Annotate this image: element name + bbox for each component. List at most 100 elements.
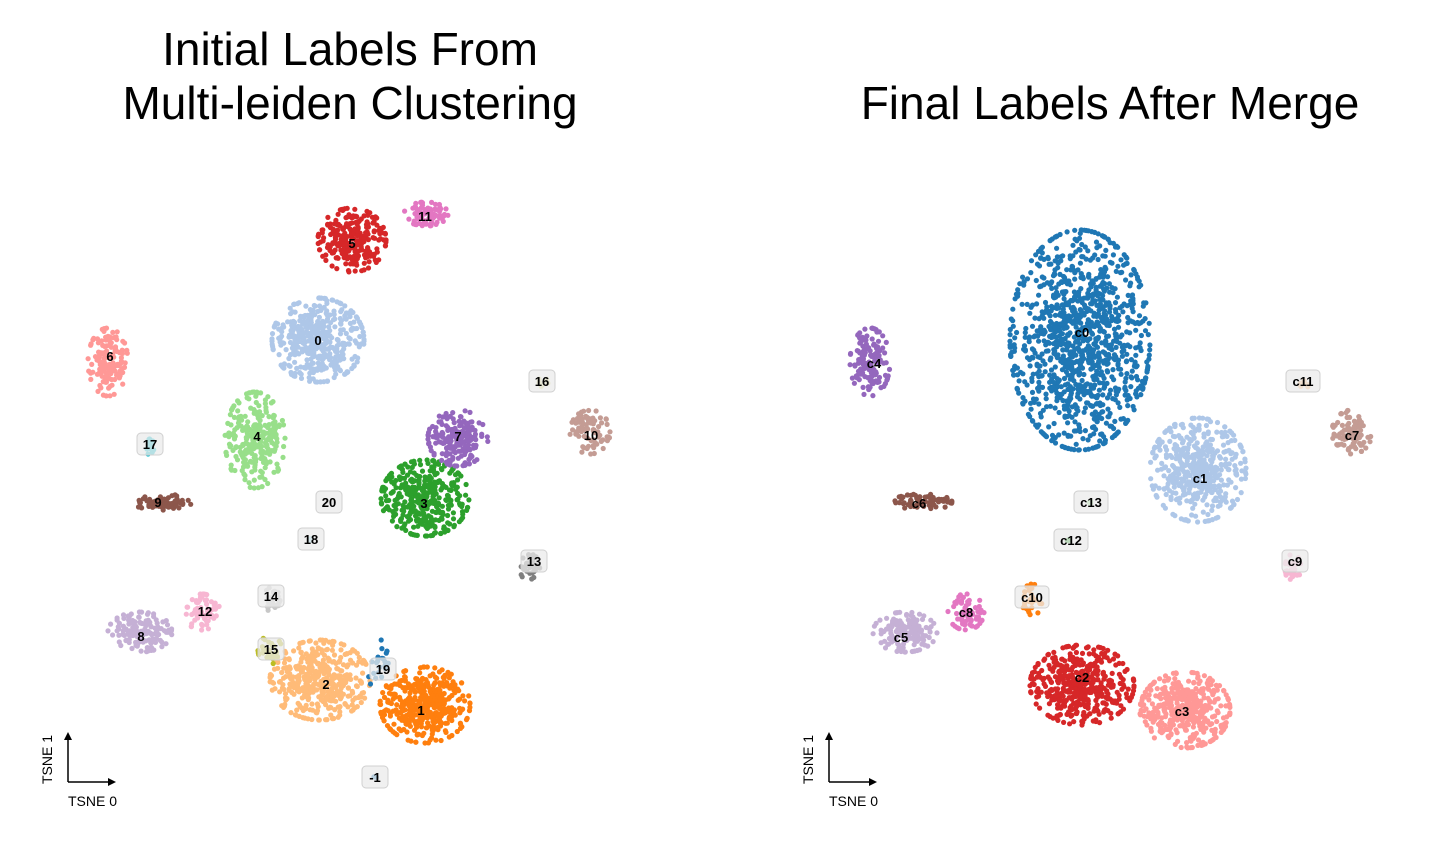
cluster-c0-point [1128, 272, 1134, 278]
cluster-c1-point [1154, 494, 1160, 500]
cluster-c0-point [1071, 378, 1077, 384]
cluster-9-point [165, 504, 172, 510]
cluster-c0-point [1056, 432, 1062, 438]
cluster-4-point [263, 409, 269, 415]
cluster-c0-point [1113, 268, 1119, 274]
cluster-c0-point [1020, 371, 1026, 377]
cluster-c0-point [1095, 231, 1101, 237]
cluster-0-points [269, 295, 367, 385]
cluster-11-point [435, 207, 441, 213]
cluster-c1-point [1218, 477, 1224, 483]
cluster-4-point [256, 403, 262, 409]
cluster-c0-point [1144, 369, 1150, 375]
cluster-3-point [396, 464, 402, 470]
cluster-5-point [346, 212, 352, 218]
cluster-3-point [458, 517, 464, 523]
cluster-5-point [367, 210, 373, 216]
cluster-c0-point [1045, 339, 1051, 345]
cluster-c0-point [1082, 244, 1088, 250]
cluster-8-point [123, 637, 129, 643]
cluster-0-point [292, 337, 298, 343]
cluster-c0-point [1100, 409, 1106, 415]
left-title-line-1: Initial Labels From [162, 23, 538, 75]
cluster-2-point [326, 658, 332, 664]
cluster-c0-point [1110, 367, 1116, 373]
cluster-c0-point [1086, 346, 1092, 352]
cluster-c0-point [1059, 313, 1065, 319]
cluster-c0-point [1092, 252, 1098, 258]
cluster-5-point [359, 268, 365, 274]
cluster-c0-point [1027, 357, 1033, 363]
cluster-c0-point [1113, 309, 1119, 315]
cluster-c0-point [1079, 254, 1085, 260]
cluster-c1-point [1180, 463, 1186, 469]
cluster-3-point [447, 521, 453, 527]
cluster-c0-point [1033, 252, 1039, 258]
cluster-10-point [578, 410, 584, 416]
cluster-c0-point [1120, 309, 1126, 315]
cluster-4-point [259, 470, 265, 476]
cluster-3-point [437, 509, 443, 515]
cluster-c0-point [1117, 404, 1123, 410]
cluster-c0-point [1116, 386, 1122, 392]
cluster-c0-point [1131, 267, 1137, 274]
cluster-1-point [387, 700, 393, 706]
cluster-2-point [350, 660, 356, 666]
cluster-c0-point [1100, 392, 1106, 398]
y-axis-arrowhead [64, 732, 72, 740]
cluster-c0-point [1086, 350, 1092, 357]
cluster-0-point [278, 335, 284, 341]
cluster-c0-point [1124, 371, 1130, 377]
cluster-10-point [605, 434, 611, 440]
cluster-0-point [289, 334, 295, 340]
cluster-5-point [361, 239, 367, 245]
cluster-0-point [347, 320, 353, 326]
cluster-0-point [299, 346, 305, 352]
cluster-c1-point [1212, 473, 1218, 479]
cluster-6-point [105, 365, 111, 371]
cluster-c0-point [1078, 364, 1084, 370]
cluster-c0-point [1048, 367, 1055, 373]
cluster-3-point [383, 493, 389, 499]
cluster-c0-point [1007, 332, 1013, 338]
cluster-1-point [406, 694, 413, 701]
cluster-0-point [323, 329, 330, 335]
cluster-0-point [269, 336, 275, 342]
cluster-4-point [267, 432, 273, 438]
cluster-c1-point [1163, 454, 1170, 460]
cluster-c1-point [1232, 468, 1238, 474]
cluster-c2-point [1123, 691, 1129, 697]
right-points-layer [847, 227, 1374, 751]
cluster-2-point [344, 674, 350, 681]
cluster-5-point [382, 230, 388, 236]
cluster-0-point [303, 303, 309, 309]
cluster-c1-point [1218, 467, 1224, 473]
cluster-c0-point [1056, 305, 1062, 311]
cluster-6-point [92, 354, 99, 360]
cluster-c0-point [1140, 303, 1146, 309]
cluster-2-point [277, 689, 283, 695]
cluster-2-point [350, 647, 356, 653]
cluster-7-point [465, 438, 471, 444]
cluster-2-point [304, 693, 310, 700]
cluster-c0-point [1036, 383, 1042, 390]
cluster-0-point [352, 338, 358, 344]
cluster-1-point [459, 680, 465, 686]
cluster-c0-point [1037, 284, 1043, 290]
cluster-0-point [336, 342, 342, 348]
cluster-c1-point [1222, 494, 1228, 500]
cluster-c0-point [1102, 264, 1108, 270]
cluster-1-point [457, 705, 463, 712]
cluster-3-point [435, 478, 441, 484]
cluster-2-point [300, 639, 306, 645]
cluster-c0-point [1113, 392, 1119, 398]
cluster-c0-point [1061, 291, 1067, 297]
cluster-7-point [480, 421, 486, 428]
cluster-c1-point [1206, 518, 1212, 524]
cluster-4-point [243, 448, 249, 454]
cluster-label-text: 20 [322, 495, 336, 510]
cluster-c0-point [1031, 347, 1037, 353]
cluster-7-point [433, 430, 439, 436]
cluster-c0-point [1075, 408, 1081, 414]
